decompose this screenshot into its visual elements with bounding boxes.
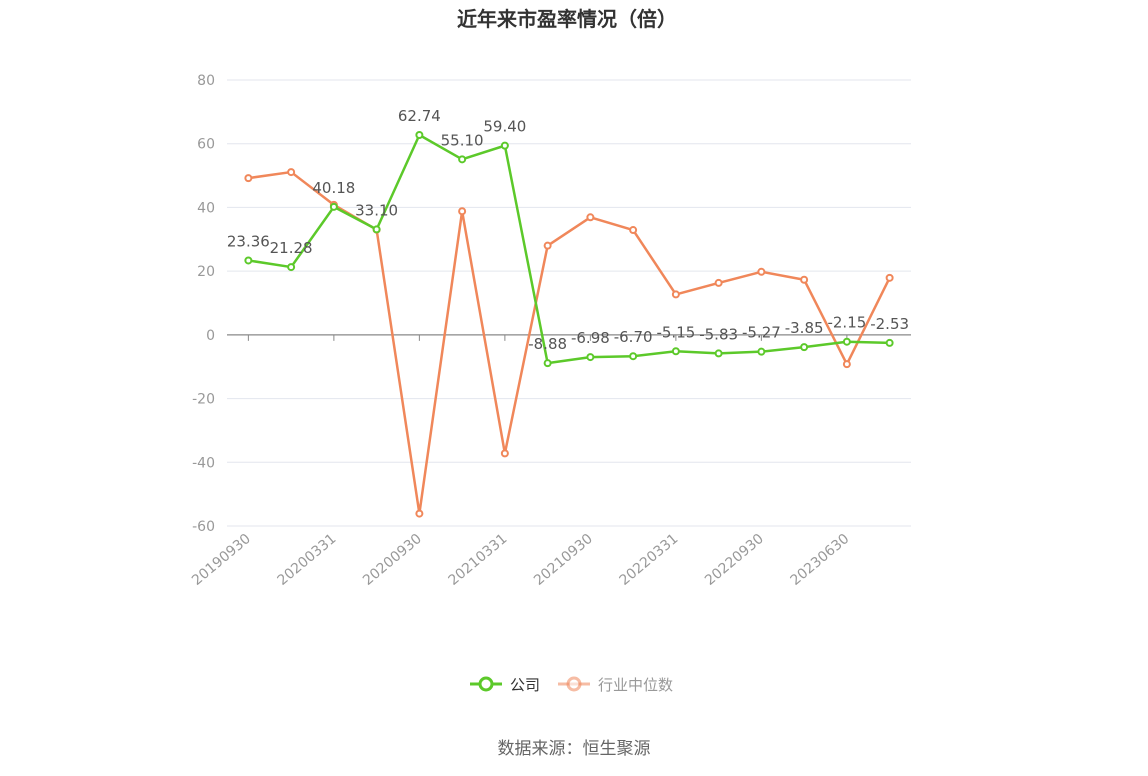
- data-label: -6.70: [614, 328, 653, 346]
- data-point[interactable]: [842, 360, 851, 369]
- data-label: -6.98: [571, 329, 610, 347]
- data-point[interactable]: [757, 267, 766, 276]
- legend-label-company: 公司: [510, 676, 540, 694]
- series-group: [244, 130, 894, 518]
- x-tick-label: 20210331: [446, 531, 511, 589]
- data-point[interactable]: [415, 509, 424, 518]
- data-point[interactable]: [500, 449, 509, 458]
- data-point[interactable]: [757, 347, 766, 356]
- x-tick-label: 20200331: [275, 531, 340, 589]
- legend-marker-industry: [566, 676, 582, 692]
- data-point[interactable]: [329, 202, 338, 211]
- data-point[interactable]: [244, 174, 253, 183]
- data-point[interactable]: [543, 359, 552, 368]
- series-line-company: [248, 133, 890, 365]
- x-tick-label: 20230630: [788, 531, 853, 589]
- data-point[interactable]: [244, 256, 253, 265]
- data-label: -5.83: [699, 325, 738, 343]
- data-point[interactable]: [800, 275, 809, 284]
- data-point[interactable]: [885, 273, 894, 282]
- y-tick-label: 60: [197, 137, 215, 153]
- data-label: 59.40: [483, 118, 526, 136]
- x-tick-label: 20200930: [360, 531, 425, 589]
- data-label: -5.15: [656, 323, 695, 341]
- data-point[interactable]: [415, 130, 424, 139]
- legend-label-industry: 行业中位数: [598, 676, 673, 694]
- data-point[interactable]: [543, 241, 552, 250]
- x-tick-label: 20210930: [531, 531, 596, 589]
- chart-title: 近年来市盈率情况（倍）: [457, 7, 677, 31]
- data-label: 55.10: [441, 131, 484, 149]
- data-label: 21.28: [270, 239, 313, 257]
- x-tick-label: 20220930: [702, 531, 767, 589]
- data-label: 62.74: [398, 107, 441, 125]
- data-point[interactable]: [500, 141, 509, 150]
- data-label: -2.15: [827, 314, 866, 332]
- data-point[interactable]: [629, 352, 638, 361]
- data-point[interactable]: [671, 347, 680, 356]
- data-source: 数据来源：恒生聚源: [498, 739, 651, 759]
- y-tick-label: -40: [192, 455, 215, 471]
- y-tick-label: 80: [197, 73, 215, 89]
- data-point[interactable]: [287, 263, 296, 272]
- data-label: -2.53: [870, 315, 909, 333]
- data-label: -8.88: [528, 335, 567, 353]
- data-label: 33.10: [355, 201, 398, 219]
- data-point[interactable]: [287, 168, 296, 177]
- data-point[interactable]: [714, 349, 723, 358]
- y-axis: 80 60 40 20 0 -20 -40 -60: [192, 73, 215, 535]
- data-point[interactable]: [629, 226, 638, 235]
- data-point[interactable]: [800, 343, 809, 352]
- y-tick-label: 0: [206, 328, 215, 344]
- data-point[interactable]: [885, 338, 894, 347]
- y-tick-label: -60: [192, 519, 215, 535]
- data-point[interactable]: [842, 337, 851, 346]
- y-tick-label: 20: [197, 264, 215, 280]
- data-point[interactable]: [458, 207, 467, 216]
- legend-item-company[interactable]: 公司: [470, 676, 540, 694]
- y-tick-label: 40: [197, 200, 215, 216]
- data-label: -3.85: [785, 319, 824, 337]
- data-point[interactable]: [372, 225, 381, 234]
- data-point[interactable]: [586, 353, 595, 362]
- data-point[interactable]: [714, 278, 723, 287]
- data-point[interactable]: [458, 155, 467, 164]
- legend-marker-company: [478, 676, 494, 692]
- y-tick-label: -20: [192, 392, 215, 408]
- x-tick-label: 20190930: [189, 531, 254, 589]
- data-label: 40.18: [312, 179, 355, 197]
- grid-lines: [227, 79, 911, 527]
- legend[interactable]: 公司 行业中位数: [470, 676, 673, 694]
- data-point[interactable]: [671, 290, 680, 299]
- data-label: -5.27: [742, 324, 781, 342]
- x-tick-label: 20220331: [617, 531, 682, 589]
- legend-item-industry[interactable]: 行业中位数: [558, 676, 673, 694]
- data-label: 23.36: [227, 232, 270, 250]
- data-point[interactable]: [586, 213, 595, 222]
